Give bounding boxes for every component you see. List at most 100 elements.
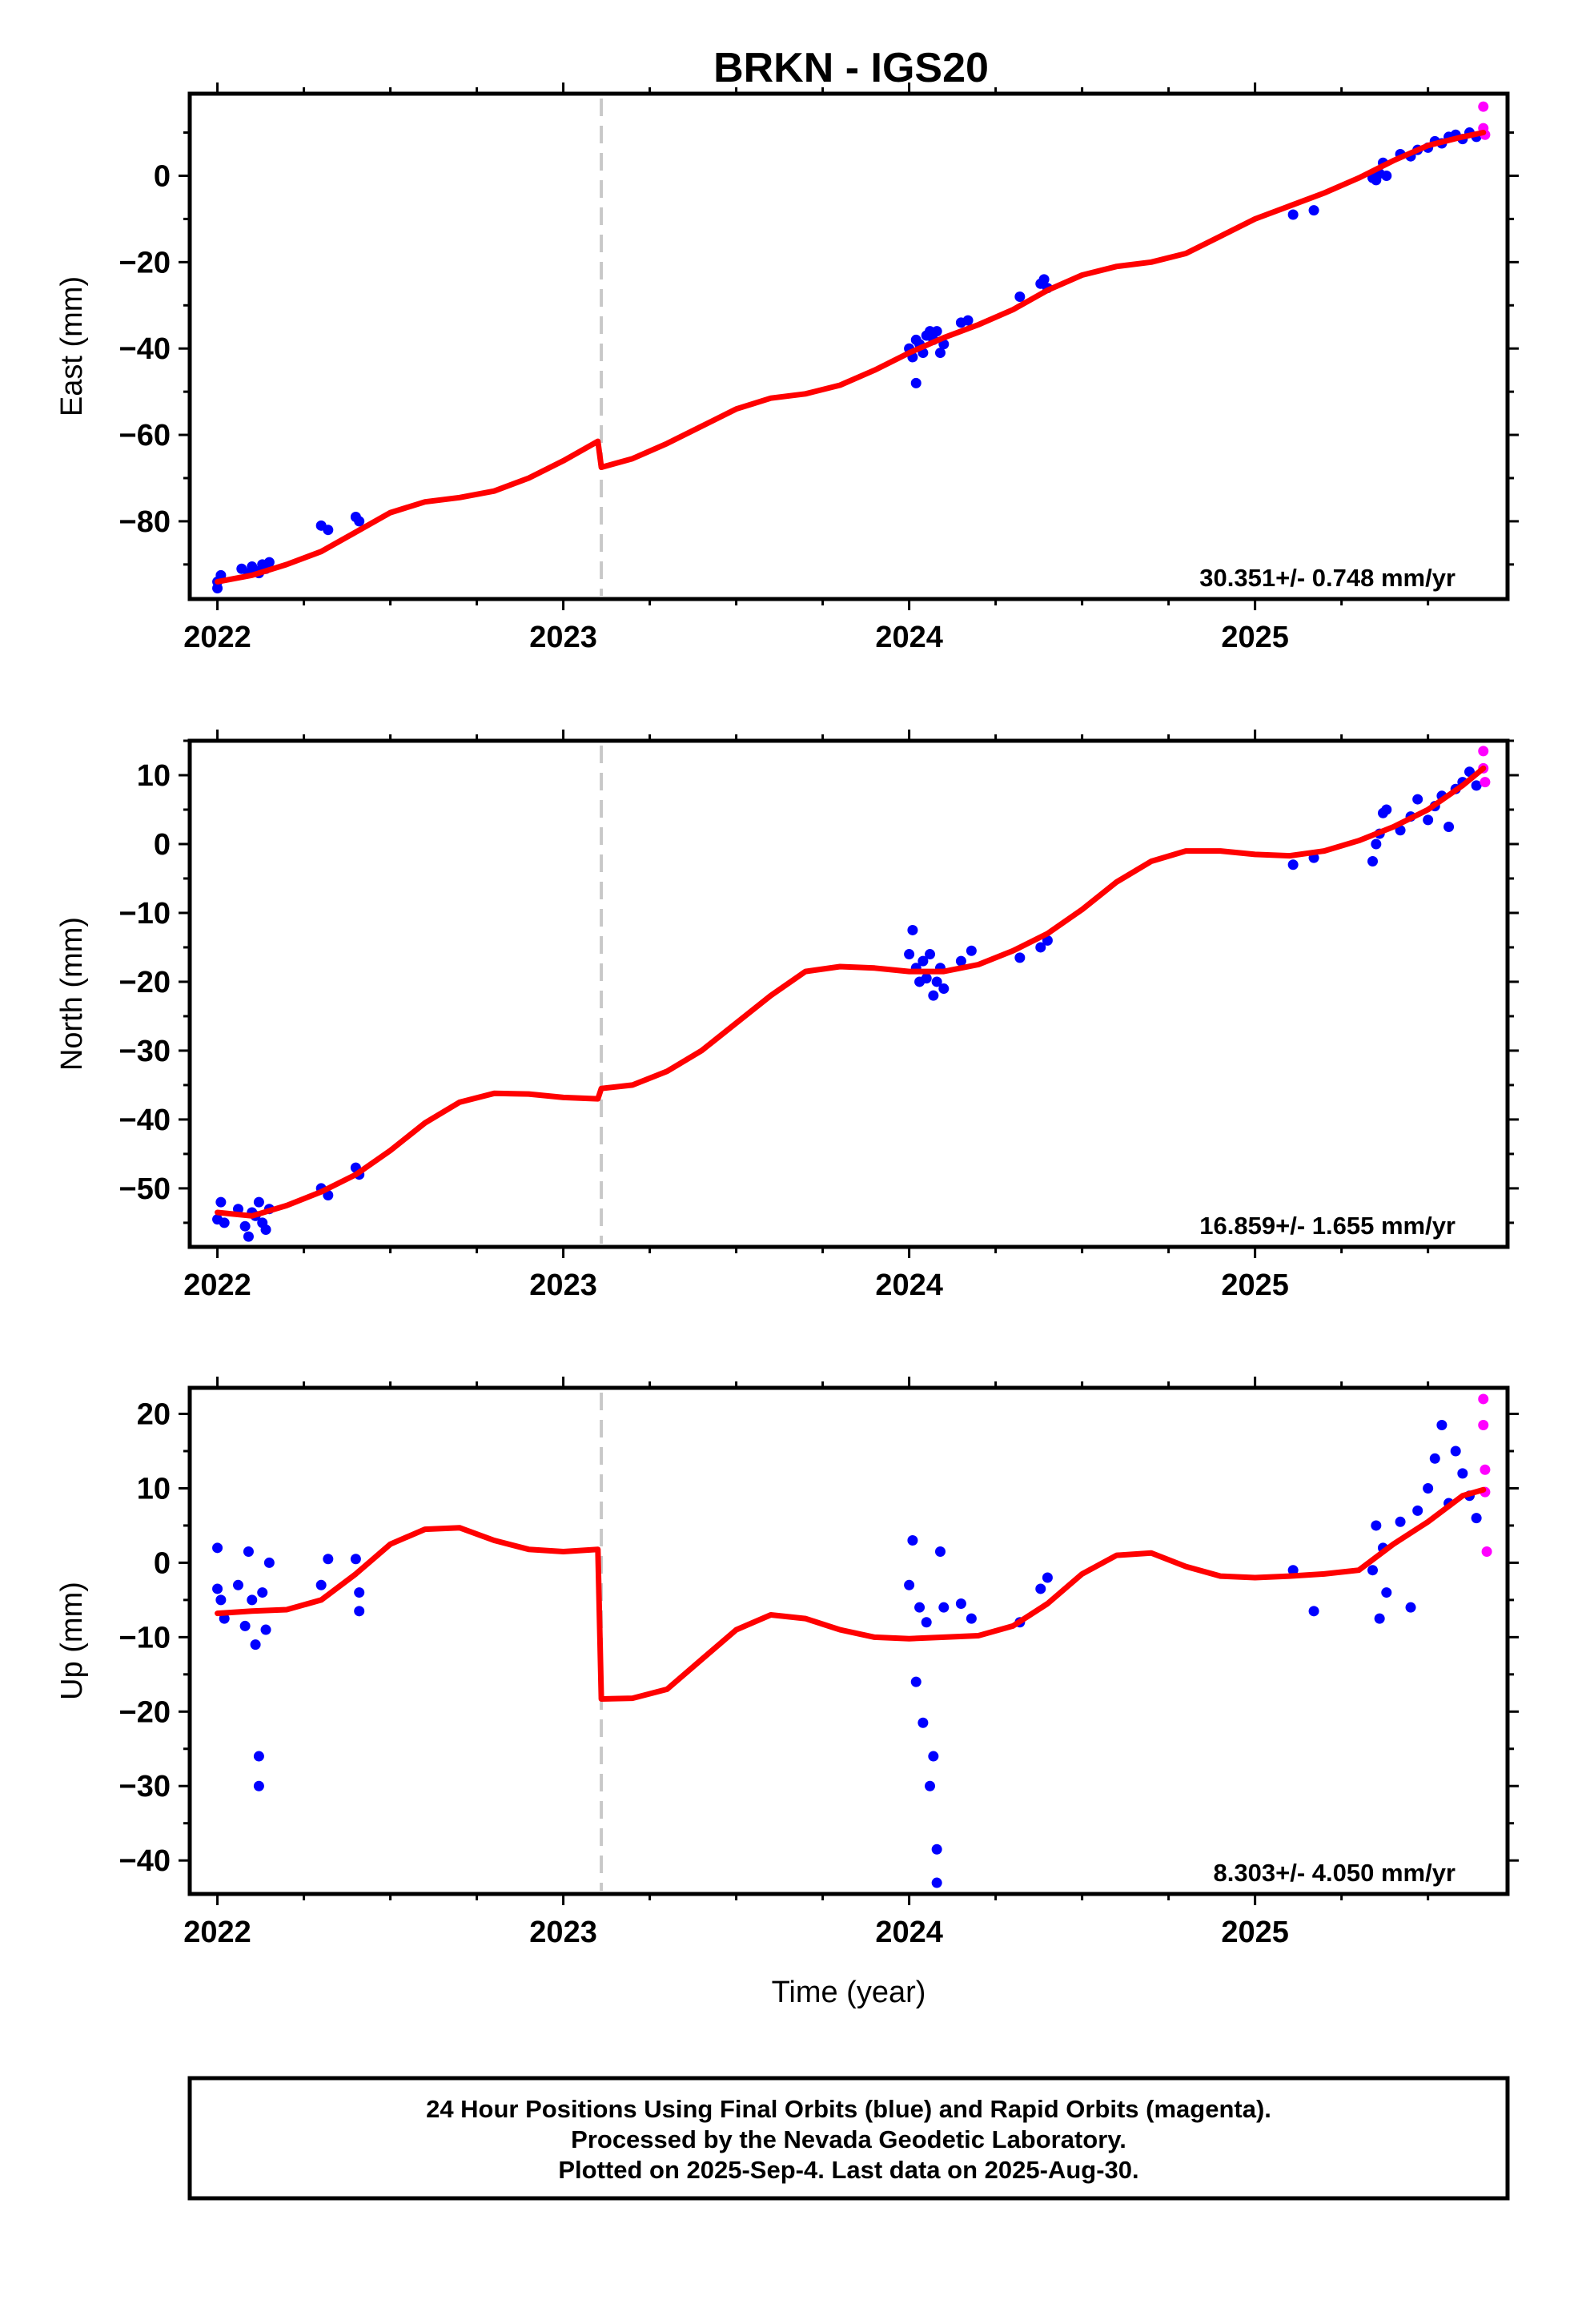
east-final-point xyxy=(934,348,946,359)
up-final-point xyxy=(260,1624,271,1635)
up-final-point xyxy=(925,1780,936,1791)
y-tick-label: −30 xyxy=(119,1035,171,1068)
up-final-point xyxy=(1035,1583,1046,1594)
east-model-curve xyxy=(215,130,1487,585)
east-rate-label: 30.351+/- 0.748 mm/yr xyxy=(1199,564,1456,592)
up-final-point xyxy=(350,1554,361,1565)
up-final-point xyxy=(1471,1513,1482,1524)
up-final-point xyxy=(253,1780,264,1791)
north-final-point xyxy=(1287,859,1299,870)
x-tick-label: 2022 xyxy=(183,1269,251,1302)
north-final-point xyxy=(1371,838,1382,850)
up-final-point xyxy=(253,1751,264,1762)
east-final-point xyxy=(354,516,365,527)
y-tick-label: 0 xyxy=(154,159,171,193)
up-final-point xyxy=(232,1579,243,1590)
up-panel: 2022 2023 2024 2025 20 10 0 −10 −20 −30 −40 Up (mm)… xyxy=(55,1377,1519,1949)
y-tick-label: −10 xyxy=(119,1621,171,1655)
up-rate-label: 8.303+/- 4.050 mm/yr xyxy=(1214,1859,1456,1887)
east-rapid-point xyxy=(1478,101,1489,112)
north-final-point xyxy=(219,1217,230,1228)
x-axis-label: Time (year) xyxy=(772,1976,926,2009)
up-final-point xyxy=(263,1557,275,1568)
y-tick-label: −40 xyxy=(119,332,171,366)
up-y-axis-label: Up (mm) xyxy=(55,1582,89,1700)
up-final-point xyxy=(1450,1445,1461,1457)
up-final-point xyxy=(931,1844,942,1855)
panel-frame xyxy=(187,738,1510,1249)
y-tick-label: −20 xyxy=(119,1695,171,1729)
east-y-axis-label: East (mm) xyxy=(55,276,89,416)
north-final-point xyxy=(243,1231,254,1242)
north-plot-area xyxy=(212,746,1491,1242)
up-final-point xyxy=(917,1717,929,1728)
north-final-point xyxy=(253,1196,264,1208)
x-tick-label: 2025 xyxy=(1221,621,1289,654)
y-tick-label: −50 xyxy=(119,1172,171,1206)
up-final-point xyxy=(1395,1516,1406,1527)
east-final-point xyxy=(910,377,921,388)
up-final-point xyxy=(1436,1419,1447,1430)
up-final-point xyxy=(921,1617,932,1628)
east-final-point xyxy=(1381,170,1392,181)
north-rapid-point xyxy=(1480,777,1491,788)
y-tick-label: −10 xyxy=(119,897,171,931)
up-final-point xyxy=(1287,1565,1299,1576)
x-tick-label: 2023 xyxy=(529,1269,597,1302)
up-final-point xyxy=(1374,1613,1385,1624)
north-final-point xyxy=(1471,780,1482,791)
east-final-point xyxy=(323,525,334,536)
y-tick-label: −80 xyxy=(119,505,171,539)
north-final-point xyxy=(1443,821,1455,832)
up-plot-area xyxy=(212,1393,1492,1888)
up-final-point xyxy=(212,1542,223,1554)
east-final-point xyxy=(1287,209,1299,220)
up-final-point xyxy=(966,1613,977,1624)
up-model-curve xyxy=(215,1486,1487,1702)
north-final-point xyxy=(215,1196,227,1208)
north-final-point xyxy=(904,949,915,960)
y-tick-label: −30 xyxy=(119,1770,171,1803)
up-rapid-point xyxy=(1481,1546,1492,1557)
y-tick-label: −20 xyxy=(119,246,171,279)
footer-line-1: 24 Hour Positions Using Final Orbits (bl… xyxy=(426,2095,1271,2123)
up-final-point xyxy=(1429,1453,1440,1464)
north-final-point xyxy=(1367,855,1379,866)
x-tick-label: 2025 xyxy=(1221,1269,1289,1302)
east-final-point xyxy=(1014,291,1026,302)
north-final-point xyxy=(1035,942,1046,953)
panel-frame xyxy=(187,1385,1510,1896)
up-final-point xyxy=(354,1606,365,1617)
up-final-point xyxy=(938,1602,950,1613)
up-final-point xyxy=(1412,1505,1423,1516)
north-final-point xyxy=(917,955,929,967)
up-final-point xyxy=(1405,1602,1416,1613)
up-final-point xyxy=(934,1546,946,1557)
east-panel: 2022 2023 2024 2025 0 −20 −40 −60 −80 East (mm) 30… xyxy=(55,82,1519,654)
up-final-point xyxy=(212,1583,223,1594)
up-final-point xyxy=(215,1594,227,1606)
x-tick-label: 2023 xyxy=(529,621,597,654)
y-tick-label: 10 xyxy=(137,1472,171,1506)
north-panel: 2022 2023 2024 2025 10 0 −10 −20 −30 −40 −50 North … xyxy=(55,730,1519,1302)
up-final-point xyxy=(904,1579,915,1590)
up-final-point xyxy=(323,1554,334,1565)
north-final-point xyxy=(907,924,918,935)
y-tick-label: −40 xyxy=(119,1104,171,1137)
up-final-point xyxy=(250,1639,261,1651)
chart-title: BRKN - IGS20 xyxy=(713,45,989,91)
panel-frame xyxy=(187,91,1510,601)
up-final-point xyxy=(1371,1520,1382,1531)
x-tick-label: 2023 xyxy=(529,1916,597,1949)
x-tick-label: 2022 xyxy=(183,621,251,654)
north-final-point xyxy=(925,949,936,960)
up-rapid-point xyxy=(1480,1464,1491,1475)
y-tick-label: −60 xyxy=(119,419,171,452)
up-final-point xyxy=(907,1535,918,1546)
up-final-point xyxy=(354,1587,365,1598)
y-tick-label: 0 xyxy=(154,828,171,862)
up-final-point xyxy=(1367,1565,1379,1576)
x-tick-label: 2025 xyxy=(1221,1916,1289,1949)
east-final-point xyxy=(931,326,942,337)
